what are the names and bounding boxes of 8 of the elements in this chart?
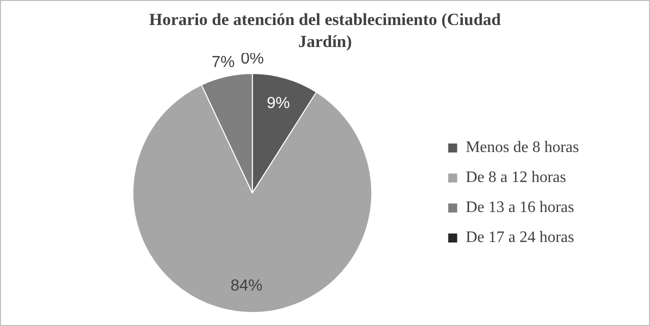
legend-label: De 8 a 12 horas bbox=[466, 169, 566, 186]
chart-title: Horario de atención del establecimiento (Ciudad Jardín) bbox=[149, 10, 501, 51]
data-label: 84% bbox=[230, 277, 263, 294]
legend-label: De 17 a 24 horas bbox=[466, 229, 574, 246]
data-label: 7% bbox=[212, 54, 235, 71]
legend-label: De 13 a 16 horas bbox=[466, 199, 574, 216]
data-label: 9% bbox=[266, 94, 290, 112]
legend-label: Menos de 8 horas bbox=[466, 139, 579, 156]
